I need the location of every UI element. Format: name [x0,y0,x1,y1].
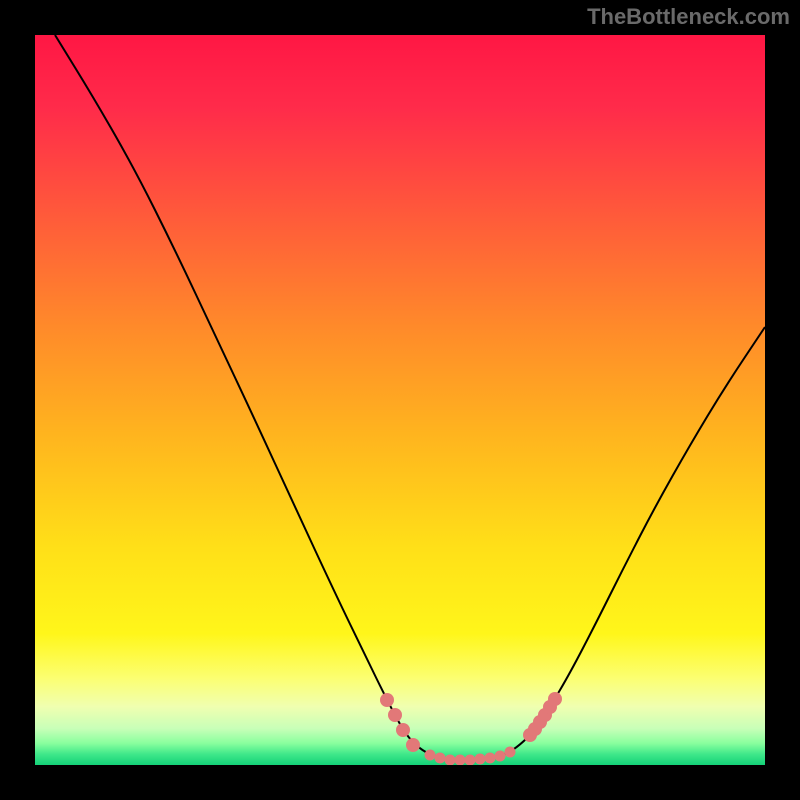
curve-marker [465,755,476,766]
curve-marker [475,754,486,765]
curve-marker [380,693,394,707]
curve-marker [406,738,420,752]
curve-marker [425,750,436,761]
curve-marker [455,755,466,766]
watermark-text: TheBottleneck.com [587,4,790,30]
curve-marker [485,753,496,764]
curve-marker [388,708,402,722]
curve-marker [505,747,516,758]
curve-marker [495,751,506,762]
curve-marker [548,692,562,706]
chart-svg [35,35,765,765]
chart-plot-area [35,35,765,765]
curve-marker [445,755,456,766]
chart-background [35,35,765,765]
curve-marker [435,753,446,764]
curve-marker [396,723,410,737]
